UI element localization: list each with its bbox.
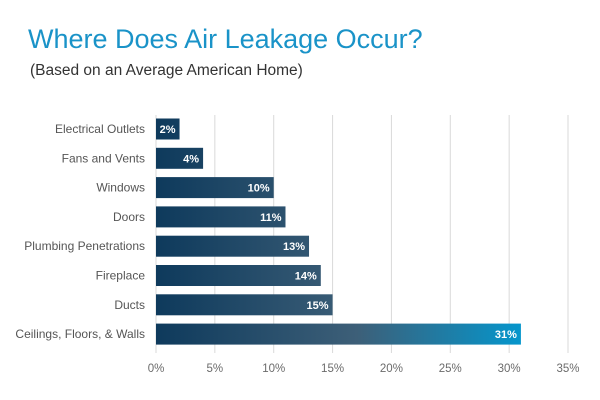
bar — [156, 265, 321, 286]
bar — [156, 177, 274, 199]
data-label: 2% — [160, 124, 176, 136]
category-label: Fireplace — [96, 269, 146, 283]
x-tick-label: 35% — [556, 363, 579, 375]
bar — [156, 118, 180, 140]
chart-title: Where Does Air Leakage Occur? — [28, 24, 423, 54]
category-label: Plumbing Penetrations — [24, 239, 145, 253]
bar — [156, 235, 310, 257]
data-label: 13% — [283, 241, 305, 253]
x-tick-label: 25% — [439, 363, 462, 375]
x-tick-label: 30% — [498, 363, 521, 375]
category-label: Ceilings, Floors, & Walls — [15, 327, 145, 341]
chart-subtitle: (Based on an Average American Home) — [30, 62, 303, 79]
category-labels: Electrical Outlets Fans and Vents Windows D… — [15, 122, 145, 341]
x-tick-label: 5% — [207, 363, 224, 375]
x-axis-tick-labels: 0% 5% 10% 15% 20% 25% 30% 35% — [148, 363, 580, 375]
bar — [156, 206, 286, 228]
x-tick-label: 0% — [148, 363, 165, 375]
category-label: Fans and Vents — [62, 151, 145, 165]
category-label: Windows — [96, 181, 145, 195]
bar — [156, 323, 521, 345]
data-label: 15% — [307, 300, 329, 312]
gridlines — [155, 115, 569, 353]
data-label: 11% — [260, 212, 282, 224]
category-label: Doors — [113, 210, 145, 224]
bar — [156, 147, 204, 169]
category-label: Ducts — [114, 298, 145, 312]
x-tick-label: 10% — [262, 363, 285, 375]
bar — [156, 294, 333, 316]
data-label: 14% — [295, 271, 317, 283]
data-labels: 2% 4% 10% 11% 13% 14% 15% 31% — [160, 124, 517, 341]
category-label: Electrical Outlets — [55, 122, 145, 136]
data-label: 10% — [248, 183, 270, 195]
bars — [156, 118, 521, 345]
x-tick-label: 20% — [380, 363, 403, 375]
data-label: 4% — [183, 153, 199, 165]
x-tick-label: 15% — [321, 363, 344, 375]
data-label: 31% — [495, 329, 517, 341]
